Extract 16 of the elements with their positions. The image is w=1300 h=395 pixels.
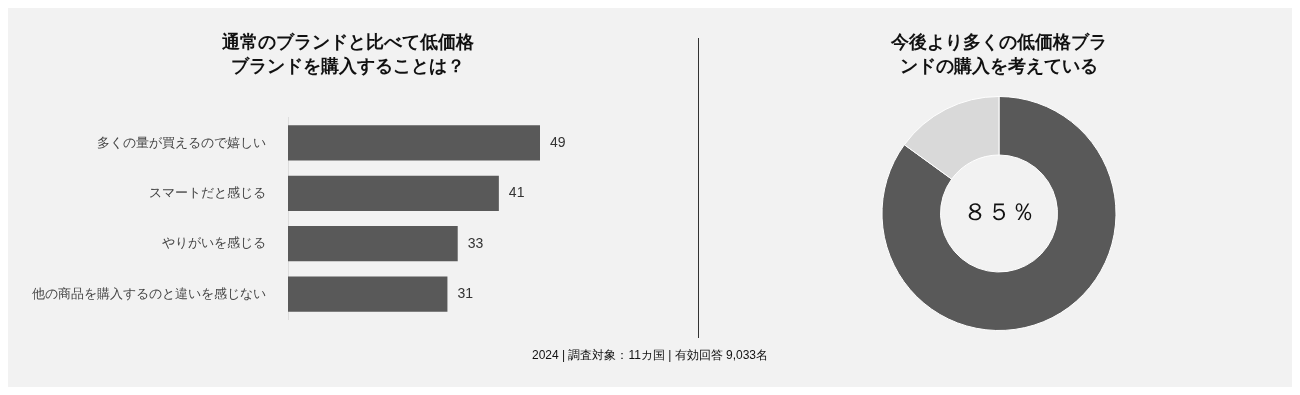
text: ８５％ <box>963 198 1035 226</box>
text: 2024 | 調査対象：11カ国 | 有効回答 9,033名 <box>531 348 769 362</box>
y-tick-label: 多くの量が買えるので嬉しい <box>97 134 266 150</box>
chart-title: 通常のブランドと比べて低価格ブランドを購入することは？ <box>221 31 475 78</box>
data-label: 31 <box>457 284 474 301</box>
bar <box>288 276 448 312</box>
data-label: 41 <box>508 184 525 201</box>
data-label: 33 <box>467 234 484 251</box>
data-label: 49 <box>550 133 566 150</box>
bar <box>288 175 499 211</box>
y-tick-label: 他の商品を購入するのと違いを感じない <box>32 285 266 301</box>
bar <box>288 125 540 161</box>
chart-title: 今後より多くの低価格ブランドの購入を考えている <box>890 31 1108 78</box>
y-tick-label: スマートだと感じる <box>149 184 266 200</box>
y-tick-label: やりがいを感じる <box>162 235 266 251</box>
bar <box>288 226 458 262</box>
